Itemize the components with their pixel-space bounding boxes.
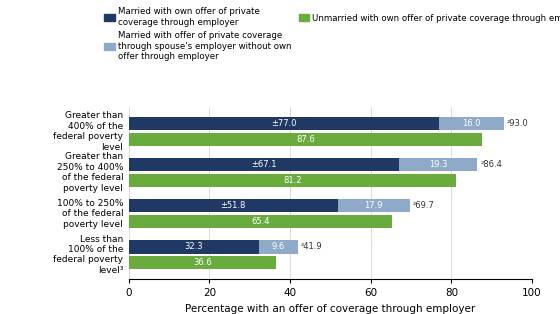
Bar — [129, 199, 338, 213]
Bar — [439, 117, 504, 130]
Text: ±67.1: ±67.1 — [251, 160, 277, 169]
Text: 17.9: 17.9 — [365, 201, 383, 210]
Bar — [129, 241, 259, 254]
Text: ±77.0: ±77.0 — [271, 119, 297, 128]
Text: 19.3: 19.3 — [429, 160, 447, 169]
Text: ²93.0: ²93.0 — [507, 119, 529, 128]
Text: 16.0: 16.0 — [462, 119, 481, 128]
Bar — [129, 133, 482, 146]
Text: 36.6: 36.6 — [193, 258, 212, 267]
Bar — [129, 117, 439, 130]
Text: 87.6: 87.6 — [296, 135, 315, 144]
Text: 32.3: 32.3 — [185, 242, 203, 252]
Text: ²86.4: ²86.4 — [480, 160, 502, 169]
Bar — [129, 158, 399, 171]
Text: ²69.7: ²69.7 — [413, 201, 435, 210]
Bar — [129, 215, 393, 228]
Legend: Married with own offer of private
coverage through employer, Married with offer : Married with own offer of private covera… — [104, 8, 560, 61]
Text: 65.4: 65.4 — [251, 217, 270, 226]
X-axis label: Percentage with an offer of coverage through employer: Percentage with an offer of coverage thr… — [185, 304, 475, 314]
Text: ²41.9: ²41.9 — [301, 242, 323, 252]
Bar — [129, 256, 277, 269]
Text: 81.2: 81.2 — [283, 176, 302, 185]
Bar — [129, 174, 456, 187]
Bar — [338, 199, 410, 213]
Text: ±51.8: ±51.8 — [221, 201, 246, 210]
Bar — [259, 241, 298, 254]
Text: 9.6: 9.6 — [272, 242, 285, 252]
Bar — [399, 158, 477, 171]
